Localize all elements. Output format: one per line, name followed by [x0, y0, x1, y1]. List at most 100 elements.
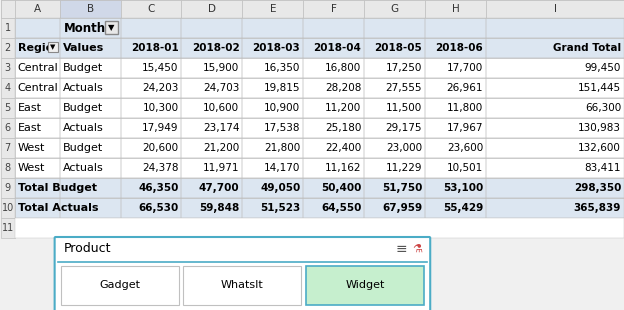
- Bar: [120, 58, 182, 78]
- Bar: [1, 138, 15, 158]
- Bar: [60, 118, 120, 138]
- Text: 67,959: 67,959: [382, 203, 422, 213]
- Bar: [183, 266, 301, 305]
- Text: 365,839: 365,839: [573, 203, 621, 213]
- Bar: [60, 198, 120, 218]
- Text: ⚗: ⚗: [412, 244, 422, 254]
- Text: 17,949: 17,949: [142, 123, 178, 133]
- Bar: [182, 98, 243, 118]
- Bar: [486, 178, 624, 198]
- Text: 9: 9: [4, 183, 11, 193]
- Text: 2018-05: 2018-05: [374, 43, 422, 53]
- Text: 5: 5: [4, 103, 11, 113]
- Bar: [47, 42, 57, 52]
- Text: 55,429: 55,429: [443, 203, 483, 213]
- Bar: [364, 198, 425, 218]
- Text: 23,174: 23,174: [203, 123, 240, 133]
- Bar: [15, 178, 60, 198]
- Text: 16,800: 16,800: [325, 63, 361, 73]
- Bar: [425, 38, 486, 58]
- Text: 66,300: 66,300: [585, 103, 621, 113]
- Bar: [120, 0, 182, 18]
- Text: Budget: Budget: [62, 63, 103, 73]
- Bar: [60, 58, 120, 78]
- Bar: [243, 158, 303, 178]
- Text: WhatsIt: WhatsIt: [221, 281, 264, 290]
- Text: 49,050: 49,050: [260, 183, 300, 193]
- Text: 2018-01: 2018-01: [131, 43, 178, 53]
- Bar: [425, 118, 486, 138]
- Text: 2018-02: 2018-02: [192, 43, 240, 53]
- Text: 298,350: 298,350: [573, 183, 621, 193]
- Bar: [243, 138, 303, 158]
- Text: Widget: Widget: [346, 281, 385, 290]
- Bar: [15, 0, 60, 18]
- Bar: [486, 58, 624, 78]
- Bar: [182, 158, 243, 178]
- Text: 64,550: 64,550: [321, 203, 361, 213]
- Text: 14,170: 14,170: [264, 163, 300, 173]
- Bar: [182, 78, 243, 98]
- Text: 19,815: 19,815: [264, 83, 300, 93]
- Bar: [1, 0, 15, 18]
- Text: Central: Central: [17, 63, 59, 73]
- Bar: [243, 0, 303, 18]
- Bar: [120, 198, 182, 218]
- Bar: [486, 198, 624, 218]
- Text: 8: 8: [4, 163, 11, 173]
- Bar: [120, 158, 182, 178]
- Bar: [15, 98, 624, 118]
- Bar: [364, 138, 425, 158]
- Bar: [1, 18, 15, 38]
- Text: 17,967: 17,967: [447, 123, 483, 133]
- Text: 17,250: 17,250: [386, 63, 422, 73]
- Bar: [364, 178, 425, 198]
- Bar: [364, 58, 425, 78]
- Bar: [425, 198, 486, 218]
- Text: 151,445: 151,445: [578, 83, 621, 93]
- Text: 29,175: 29,175: [386, 123, 422, 133]
- Bar: [15, 198, 624, 218]
- Bar: [1, 118, 15, 138]
- Text: 10,300: 10,300: [142, 103, 178, 113]
- Text: 11,800: 11,800: [447, 103, 483, 113]
- Bar: [486, 78, 624, 98]
- Text: 23,000: 23,000: [386, 143, 422, 153]
- Bar: [486, 18, 624, 38]
- Text: 11,500: 11,500: [386, 103, 422, 113]
- Bar: [182, 198, 243, 218]
- Bar: [303, 118, 364, 138]
- Bar: [303, 198, 364, 218]
- Bar: [486, 118, 624, 138]
- Text: 2018-06: 2018-06: [436, 43, 483, 53]
- Text: 4: 4: [4, 83, 11, 93]
- Bar: [1, 98, 15, 118]
- Bar: [182, 38, 243, 58]
- Bar: [303, 178, 364, 198]
- Bar: [243, 18, 303, 38]
- Bar: [15, 178, 624, 198]
- Text: 26,961: 26,961: [447, 83, 483, 93]
- Bar: [15, 38, 60, 58]
- Bar: [15, 38, 624, 58]
- Bar: [303, 18, 364, 38]
- Bar: [120, 178, 182, 198]
- Text: 11,200: 11,200: [325, 103, 361, 113]
- Bar: [182, 178, 243, 198]
- Bar: [364, 78, 425, 98]
- Bar: [60, 98, 120, 118]
- Text: Gadget: Gadget: [99, 281, 140, 290]
- Bar: [425, 158, 486, 178]
- Bar: [1, 0, 624, 18]
- Text: Central: Central: [17, 83, 59, 93]
- Bar: [486, 38, 624, 58]
- Text: 24,378: 24,378: [142, 163, 178, 173]
- Text: 10: 10: [2, 203, 14, 213]
- Bar: [243, 78, 303, 98]
- Text: Regio: Regio: [17, 43, 53, 53]
- Text: 130,983: 130,983: [578, 123, 621, 133]
- Bar: [306, 266, 424, 305]
- Bar: [303, 58, 364, 78]
- Text: 2018-03: 2018-03: [253, 43, 300, 53]
- Bar: [105, 21, 117, 34]
